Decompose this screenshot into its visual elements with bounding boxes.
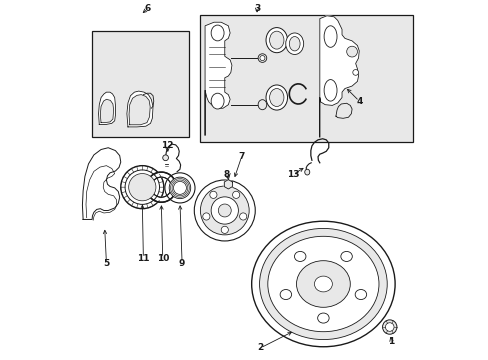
Ellipse shape — [211, 197, 238, 224]
Ellipse shape — [269, 31, 284, 49]
Text: 1: 1 — [387, 337, 394, 346]
Polygon shape — [204, 22, 231, 135]
Ellipse shape — [294, 251, 305, 261]
Ellipse shape — [258, 100, 266, 110]
Ellipse shape — [269, 89, 284, 107]
Text: 9: 9 — [179, 259, 185, 268]
Ellipse shape — [221, 226, 228, 233]
Ellipse shape — [317, 313, 328, 323]
Ellipse shape — [324, 26, 336, 47]
Bar — [92, 31, 188, 137]
Ellipse shape — [352, 69, 358, 75]
Ellipse shape — [280, 289, 291, 300]
Polygon shape — [126, 91, 153, 127]
Text: 11: 11 — [137, 254, 149, 263]
Ellipse shape — [304, 169, 309, 175]
Ellipse shape — [324, 80, 336, 101]
Ellipse shape — [314, 276, 332, 292]
Ellipse shape — [128, 174, 156, 201]
Polygon shape — [99, 92, 115, 125]
Ellipse shape — [259, 228, 386, 339]
Ellipse shape — [163, 155, 168, 161]
Polygon shape — [335, 103, 351, 118]
Ellipse shape — [340, 251, 351, 261]
Ellipse shape — [194, 180, 255, 241]
Ellipse shape — [251, 221, 394, 347]
Ellipse shape — [265, 28, 287, 53]
Ellipse shape — [173, 181, 186, 194]
Ellipse shape — [265, 85, 287, 110]
Ellipse shape — [232, 191, 239, 198]
Ellipse shape — [169, 177, 190, 199]
Text: 8: 8 — [223, 170, 229, 179]
Polygon shape — [319, 16, 359, 137]
Text: 3: 3 — [253, 4, 260, 13]
Ellipse shape — [121, 166, 163, 209]
Ellipse shape — [239, 213, 246, 220]
Ellipse shape — [346, 46, 357, 57]
Ellipse shape — [211, 25, 224, 41]
Ellipse shape — [218, 204, 231, 217]
Ellipse shape — [260, 55, 264, 60]
Ellipse shape — [200, 186, 249, 235]
Text: 10: 10 — [156, 254, 168, 263]
Bar — [199, 15, 412, 142]
Polygon shape — [224, 180, 232, 189]
Ellipse shape — [211, 93, 224, 109]
Ellipse shape — [285, 33, 303, 54]
Polygon shape — [146, 172, 175, 202]
Ellipse shape — [354, 289, 366, 300]
Polygon shape — [82, 148, 121, 220]
Ellipse shape — [125, 170, 159, 204]
Ellipse shape — [209, 191, 217, 198]
Ellipse shape — [203, 213, 209, 220]
Text: 7: 7 — [238, 152, 244, 161]
Text: 4: 4 — [355, 96, 362, 105]
Polygon shape — [129, 95, 150, 125]
Ellipse shape — [164, 173, 195, 203]
Ellipse shape — [385, 323, 393, 331]
Ellipse shape — [258, 54, 266, 62]
Text: 13: 13 — [286, 170, 299, 179]
Text: 2: 2 — [257, 343, 263, 352]
Text: 12: 12 — [161, 141, 173, 150]
Text: 6: 6 — [144, 4, 150, 13]
Ellipse shape — [296, 261, 349, 307]
Ellipse shape — [267, 236, 378, 332]
Polygon shape — [100, 99, 113, 123]
Text: 5: 5 — [103, 259, 109, 268]
Ellipse shape — [382, 320, 396, 334]
Ellipse shape — [289, 37, 300, 51]
